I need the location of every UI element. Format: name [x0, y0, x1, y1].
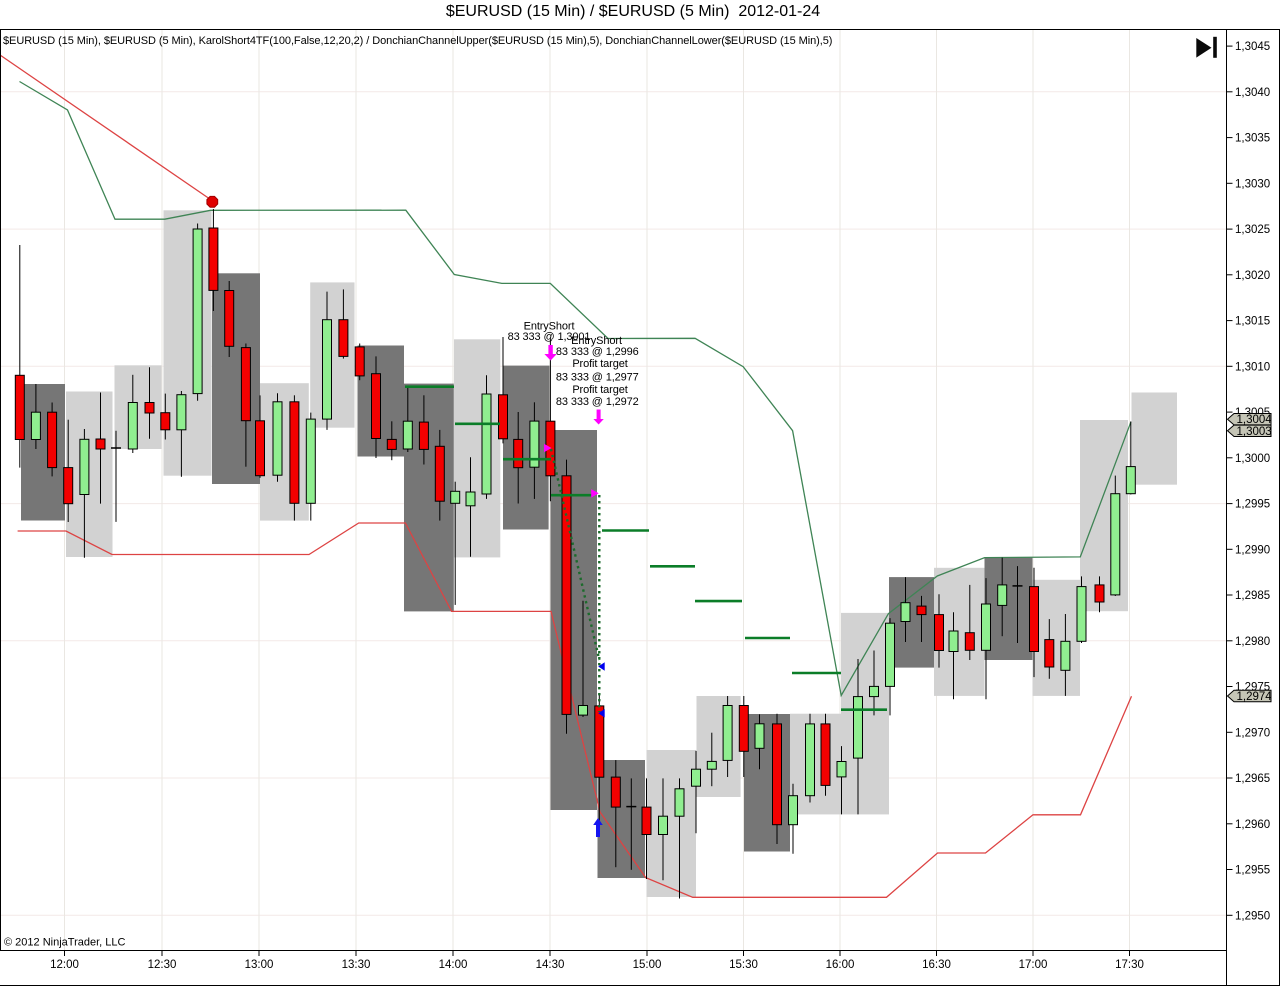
svg-text:12:00: 12:00	[50, 959, 79, 971]
svg-text:1,3025: 1,3025	[1235, 224, 1270, 236]
svg-text:1,3004: 1,3004	[1237, 414, 1273, 426]
svg-text:15:30: 15:30	[729, 959, 758, 971]
svg-text:1,2974: 1,2974	[1237, 691, 1273, 703]
svg-text:EntryShort: EntryShort	[571, 335, 622, 347]
svg-text:Profit target: Profit target	[572, 384, 627, 396]
svg-text:12:30: 12:30	[148, 959, 177, 971]
svg-text:1,2955: 1,2955	[1235, 865, 1270, 877]
svg-text:1,2980: 1,2980	[1235, 636, 1270, 648]
svg-text:83 333 @ 1,2972: 83 333 @ 1,2972	[556, 396, 639, 408]
svg-text:1,3045: 1,3045	[1235, 41, 1270, 53]
svg-text:EntryShort: EntryShort	[524, 321, 575, 333]
svg-text:13:00: 13:00	[245, 959, 274, 971]
svg-text:15:00: 15:00	[633, 959, 662, 971]
svg-text:16:00: 16:00	[826, 959, 855, 971]
svg-text:83 333 @ 1,2996: 83 333 @ 1,2996	[556, 346, 639, 358]
svg-text:14:30: 14:30	[536, 959, 565, 971]
svg-text:16:30: 16:30	[922, 959, 951, 971]
svg-text:Profit target: Profit target	[572, 358, 627, 370]
svg-text:1,2965: 1,2965	[1235, 773, 1270, 785]
svg-text:14:00: 14:00	[439, 959, 468, 971]
svg-text:1,2950: 1,2950	[1235, 910, 1270, 922]
svg-text:17:30: 17:30	[1115, 959, 1144, 971]
svg-text:1,3030: 1,3030	[1235, 178, 1270, 190]
svg-text:© 2012 NinjaTrader, LLC: © 2012 NinjaTrader, LLC	[4, 937, 125, 949]
svg-text:83 333 @ 1,3001: 83 333 @ 1,3001	[508, 331, 591, 343]
svg-text:1,2995: 1,2995	[1235, 499, 1270, 511]
svg-text:1,3000: 1,3000	[1235, 453, 1270, 465]
svg-text:1,3010: 1,3010	[1235, 361, 1270, 373]
svg-text:1,3020: 1,3020	[1235, 270, 1270, 282]
svg-text:1,2990: 1,2990	[1235, 544, 1270, 556]
svg-text:$EURUSD (15 Min), $EURUSD (5 M: $EURUSD (15 Min), $EURUSD (5 Min), Karol…	[3, 35, 832, 47]
svg-text:1,3015: 1,3015	[1235, 316, 1270, 328]
svg-text:13:30: 13:30	[342, 959, 371, 971]
svg-text:1,3040: 1,3040	[1235, 87, 1270, 99]
svg-text:1,2970: 1,2970	[1235, 727, 1270, 739]
svg-text:1,3003: 1,3003	[1237, 426, 1272, 438]
svg-text:83 333 @ 1,2977: 83 333 @ 1,2977	[556, 372, 639, 384]
svg-text:1,3035: 1,3035	[1235, 133, 1270, 145]
svg-text:1,2960: 1,2960	[1235, 819, 1270, 831]
svg-text:1,2985: 1,2985	[1235, 590, 1270, 602]
svg-text:17:00: 17:00	[1019, 959, 1048, 971]
